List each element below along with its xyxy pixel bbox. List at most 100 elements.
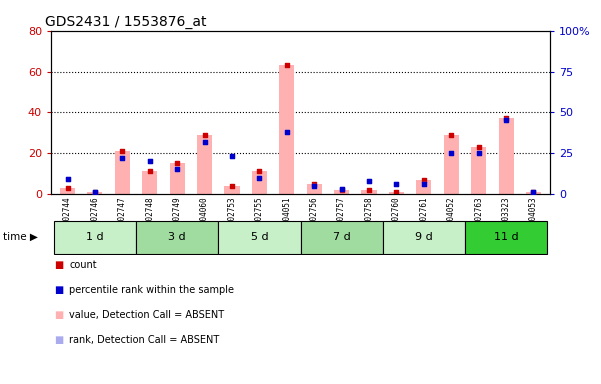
Text: 3 d: 3 d — [168, 232, 186, 242]
Point — [392, 181, 401, 187]
Text: GSM104060: GSM104060 — [200, 196, 209, 238]
Point — [145, 158, 154, 164]
Point — [474, 144, 483, 150]
Point — [501, 118, 511, 124]
Bar — [471, 147, 486, 194]
Text: rank, Detection Call = ABSENT: rank, Detection Call = ABSENT — [69, 335, 219, 345]
Point — [337, 186, 346, 192]
Text: GSM102744: GSM102744 — [63, 196, 72, 238]
Bar — [197, 135, 212, 194]
Text: GSM102755: GSM102755 — [255, 196, 264, 238]
Point — [255, 175, 264, 181]
Text: GSM104053: GSM104053 — [529, 196, 538, 238]
Point — [310, 183, 319, 189]
Point — [63, 176, 72, 182]
Text: GSM102760: GSM102760 — [392, 196, 401, 238]
Point — [364, 187, 374, 193]
Point — [337, 186, 346, 192]
Text: ■: ■ — [54, 260, 63, 270]
Point — [227, 153, 237, 159]
Point — [337, 187, 346, 193]
Point — [447, 150, 456, 156]
Point — [172, 166, 182, 172]
FancyBboxPatch shape — [218, 221, 300, 253]
Point — [447, 150, 456, 156]
Bar — [142, 172, 157, 194]
FancyBboxPatch shape — [300, 221, 383, 253]
Point — [118, 148, 127, 154]
Point — [419, 181, 429, 187]
Point — [501, 118, 511, 124]
Text: GSM102763: GSM102763 — [474, 196, 483, 238]
Text: 5 d: 5 d — [251, 232, 268, 242]
Point — [529, 189, 538, 195]
FancyBboxPatch shape — [465, 221, 547, 253]
Point — [447, 132, 456, 138]
Text: GSM102747: GSM102747 — [118, 196, 127, 238]
Point — [200, 139, 209, 145]
Bar — [224, 186, 240, 194]
Point — [255, 169, 264, 175]
Text: ■: ■ — [54, 285, 63, 295]
Bar — [389, 192, 404, 194]
Point — [90, 189, 100, 195]
Point — [529, 189, 538, 195]
Point — [392, 181, 401, 187]
Text: GDS2431 / 1553876_at: GDS2431 / 1553876_at — [45, 15, 207, 29]
Text: GSM102758: GSM102758 — [365, 196, 373, 238]
Text: GSM102746: GSM102746 — [90, 196, 99, 238]
Point — [145, 169, 154, 175]
Bar — [60, 188, 75, 194]
Bar — [115, 151, 130, 194]
Text: value, Detection Call = ABSENT: value, Detection Call = ABSENT — [69, 310, 224, 320]
Text: time ▶: time ▶ — [3, 232, 38, 242]
Point — [200, 132, 209, 138]
Bar — [252, 172, 267, 194]
Bar — [169, 163, 185, 194]
FancyBboxPatch shape — [383, 221, 465, 253]
Point — [90, 189, 100, 195]
Text: 9 d: 9 d — [415, 232, 433, 242]
Text: GSM102761: GSM102761 — [419, 196, 429, 238]
Point — [529, 189, 538, 195]
Text: 1 d: 1 d — [86, 232, 104, 242]
Point — [227, 183, 237, 189]
Bar — [498, 118, 514, 194]
Point — [364, 178, 374, 184]
Point — [227, 153, 237, 159]
Point — [118, 155, 127, 161]
Bar — [307, 184, 322, 194]
Point — [364, 178, 374, 184]
Bar — [361, 190, 377, 194]
Point — [474, 150, 483, 156]
Text: count: count — [69, 260, 97, 270]
FancyBboxPatch shape — [54, 221, 136, 253]
Point — [282, 62, 291, 68]
Text: ■: ■ — [54, 335, 63, 345]
Text: ■: ■ — [54, 310, 63, 320]
Text: GSM102757: GSM102757 — [337, 196, 346, 238]
Point — [172, 160, 182, 166]
Point — [310, 180, 319, 187]
Text: GSM104052: GSM104052 — [447, 196, 456, 238]
Point — [310, 183, 319, 189]
Bar — [526, 192, 541, 194]
Text: GSM104051: GSM104051 — [282, 196, 291, 238]
Text: GSM102756: GSM102756 — [310, 196, 319, 238]
Text: GSM102753: GSM102753 — [228, 196, 236, 238]
Text: 7 d: 7 d — [333, 232, 350, 242]
Bar — [279, 65, 294, 194]
Point — [118, 155, 127, 161]
Point — [392, 189, 401, 195]
Point — [63, 185, 72, 191]
Text: GSM103323: GSM103323 — [502, 196, 511, 238]
Bar — [334, 190, 349, 194]
Point — [63, 176, 72, 182]
Bar — [444, 135, 459, 194]
Text: GSM102748: GSM102748 — [145, 196, 154, 238]
Point — [474, 150, 483, 156]
Point — [255, 175, 264, 181]
Point — [419, 181, 429, 187]
Point — [145, 158, 154, 164]
Point — [90, 189, 100, 195]
